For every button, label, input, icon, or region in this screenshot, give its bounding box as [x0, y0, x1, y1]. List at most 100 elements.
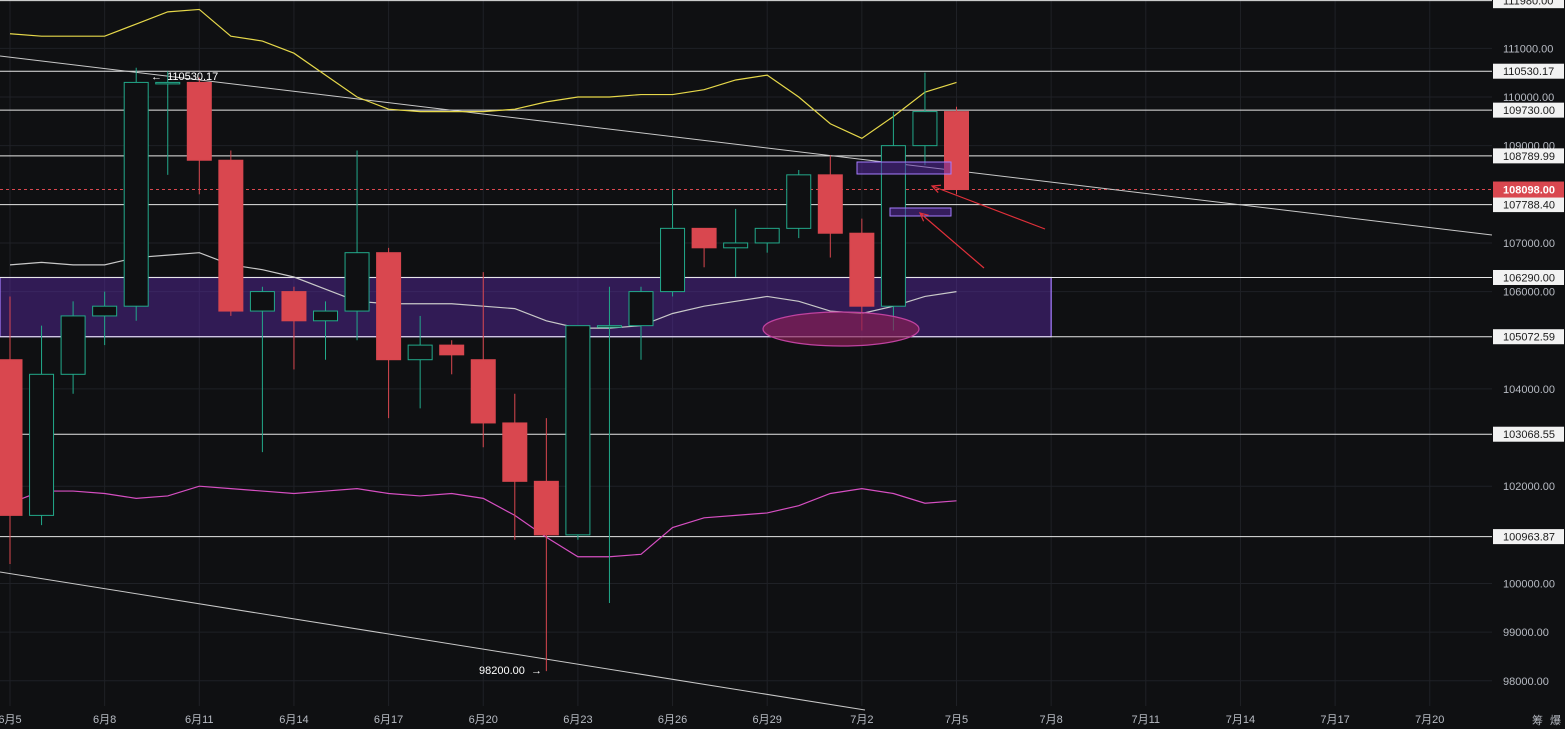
ma-yellow-line: [9, 8, 957, 140]
x-tick-label: 6月14: [279, 714, 308, 726]
x-tick-label: 6月20: [469, 714, 498, 726]
upper-trendline[interactable]: [0, 55, 1493, 236]
x-tick-label: 7月14: [1226, 714, 1255, 726]
candles: [0, 67, 969, 672]
candle-body-up[interactable]: [344, 252, 370, 312]
x-tick-label: 7月17: [1320, 714, 1349, 726]
candle-body-down[interactable]: [533, 480, 559, 536]
candle-body-up[interactable]: [60, 315, 86, 375]
candle-body-down[interactable]: [470, 359, 496, 424]
candle-body-up[interactable]: [155, 81, 181, 85]
candle-body-up[interactable]: [786, 174, 812, 229]
level-price-tag-text: 106290.00: [1503, 272, 1555, 284]
y-tick-label: 110000.00: [1503, 92, 1554, 104]
candle-body-up[interactable]: [596, 325, 622, 328]
candle-body-up[interactable]: [912, 111, 938, 147]
level-price-tag[interactable]: [1493, 529, 1564, 545]
low-annotation-marker: →: [531, 665, 542, 677]
high-annotation-label: 110530.17: [167, 71, 218, 83]
candle-body-up[interactable]: [628, 291, 654, 327]
highlight-ellipse[interactable]: [762, 311, 920, 347]
candle-body-down[interactable]: [218, 159, 244, 312]
level-price-tag[interactable]: [1493, 329, 1564, 345]
x-tick-label: 6月17: [374, 714, 403, 726]
level-price-tag-text: 103068.55: [1503, 429, 1555, 441]
candle-body-down[interactable]: [944, 111, 969, 191]
y-tick-label: 106000.00: [1503, 287, 1555, 299]
price-axis[interactable]: 111000.00110000.00109000.00107000.001060…: [1492, 0, 1565, 729]
candle-body-down[interactable]: [0, 359, 23, 516]
level-price-tag-text: 100963.87: [1503, 532, 1555, 544]
low-annotation: 98200.00 →: [479, 665, 542, 677]
candle-body-up[interactable]: [565, 325, 591, 536]
x-tick-label: 7月8: [1040, 714, 1063, 726]
level-price-tag-text: 111980.00: [1503, 0, 1553, 8]
candle-body-up[interactable]: [407, 344, 433, 361]
level-price-tag-text: 108789.99: [1503, 151, 1555, 163]
candle-body-down[interactable]: [691, 227, 717, 249]
level-price-tag[interactable]: [1493, 0, 1564, 9]
level-price-tag-text: 105072.59: [1503, 332, 1555, 344]
user-drawings: [762, 161, 1046, 347]
level-price-tag-text: 107788.40: [1503, 200, 1555, 212]
ma-magenta-line: [9, 485, 957, 558]
price-axis-background: [1492, 0, 1565, 729]
level-price-tag[interactable]: [1493, 148, 1564, 164]
x-tick-label: 7月11: [1132, 714, 1161, 726]
level-price-tag-text: 110530.17: [1503, 66, 1554, 78]
y-tick-label: 98000.00: [1503, 676, 1549, 688]
lower-trendline[interactable]: [0, 571, 866, 711]
x-tick-label: 7月5: [945, 714, 968, 726]
x-tick-label: 6月5: [0, 714, 22, 726]
red-arrow-lower[interactable]: [919, 212, 985, 269]
corner-label-2[interactable]: 爆: [1550, 713, 1561, 727]
high-annotation: ← 110530.17: [151, 71, 218, 83]
x-tick-label: 6月29: [753, 714, 782, 726]
candle-body-down[interactable]: [439, 344, 465, 356]
corner-label-1[interactable]: 筹: [1532, 713, 1543, 727]
level-price-tag[interactable]: [1493, 426, 1564, 442]
high-annotation-marker: ←: [151, 71, 162, 83]
candle-body-up[interactable]: [313, 310, 338, 322]
candle-body-up[interactable]: [123, 81, 149, 307]
corner-toolbar: 筹 爆: [1532, 713, 1561, 727]
low-annotation-label: 98200.00: [479, 665, 525, 677]
candle-body-down[interactable]: [281, 291, 307, 322]
support-box[interactable]: [889, 207, 952, 217]
grid: [0, 0, 1492, 706]
candle-body-up[interactable]: [249, 291, 275, 312]
trendlines: [0, 55, 1493, 711]
candle-body-down[interactable]: [849, 232, 875, 307]
candle-body-up[interactable]: [723, 242, 749, 249]
candle-body-up[interactable]: [754, 227, 780, 244]
annotations: ← 110530.17 98200.00 →: [151, 71, 542, 677]
candle-body-up[interactable]: [660, 227, 686, 293]
x-tick-label: 6月8: [93, 714, 116, 726]
red-arrow-upper[interactable]: [931, 185, 1046, 230]
y-tick-label: 100000.00: [1503, 579, 1555, 591]
horizontal-levels: [0, 0, 1492, 538]
level-price-tag-text: 109730.00: [1503, 105, 1555, 117]
x-tick-label: 6月11: [185, 714, 214, 726]
candle-body-down[interactable]: [186, 81, 212, 161]
x-tick-label: 7月20: [1415, 714, 1444, 726]
candle-body-up[interactable]: [29, 373, 55, 516]
current-price-tag[interactable]: [1493, 181, 1564, 198]
red-arrow-lower-head: [918, 212, 929, 222]
level-price-tag[interactable]: [1493, 63, 1564, 79]
level-price-tag[interactable]: [1493, 102, 1564, 118]
level-price-tag[interactable]: [1493, 197, 1564, 213]
level-price-tag[interactable]: [1493, 269, 1564, 285]
time-axis[interactable]: 6月5 6月8 6月11 6月14 6月17 6月20 6月23 6月26 6月29 7月2 7月5…: [0, 714, 1444, 726]
y-tick-label: 111000.00: [1503, 43, 1553, 55]
candle-body-up[interactable]: [92, 305, 118, 317]
x-tick-label: 7月2: [850, 714, 873, 726]
candle-body-down[interactable]: [502, 422, 528, 482]
resistance-box[interactable]: [856, 161, 952, 175]
candle-body-down[interactable]: [817, 174, 843, 234]
x-tick-label: 6月26: [658, 714, 687, 726]
candle-body-down[interactable]: [376, 252, 402, 361]
